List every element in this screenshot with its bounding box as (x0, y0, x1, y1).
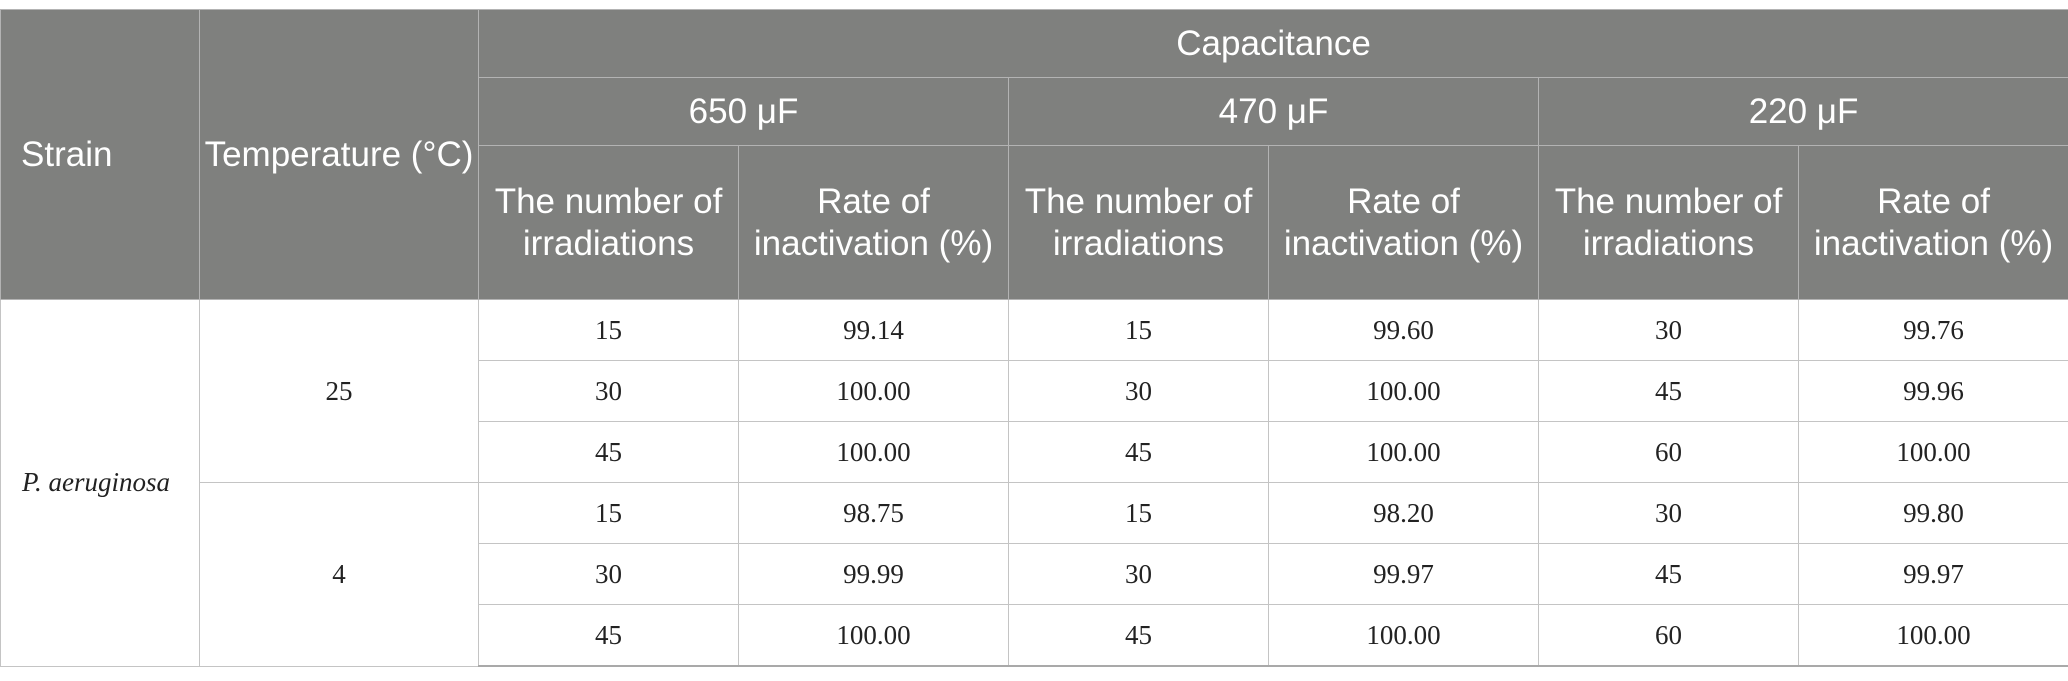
table-cell: 30 (1538, 482, 1799, 544)
irradiations-header: The number of irradiations (478, 145, 739, 300)
inactivation-header: Rate of inactivation (%) (1268, 145, 1539, 300)
table-cell: 99.14 (738, 299, 1009, 361)
table-cell: 15 (478, 299, 739, 361)
table-row: 45 100.00 45 100.00 60 100.00 (1, 604, 2068, 667)
temperature-cell: 4 (199, 482, 479, 667)
table-cell: 45 (1538, 360, 1799, 422)
inactivation-table: Strain Temperature (°C) Capacitance 650 … (0, 9, 2068, 667)
table-cell: 100.00 (738, 360, 1009, 422)
table-cell: 45 (478, 604, 739, 667)
table-cell: 100.00 (1268, 360, 1539, 422)
capacitance-650-header: 650 μF (478, 77, 1009, 146)
table-cell: 100.00 (1268, 604, 1539, 667)
strain-cell: P. aeruginosa (0, 299, 200, 667)
table-cell: 98.75 (738, 482, 1009, 544)
irradiations-header: The number of irradiations (1008, 145, 1269, 300)
table-cell: 15 (1008, 299, 1269, 361)
table-cell: 60 (1538, 421, 1799, 483)
table-cell: 30 (1008, 360, 1269, 422)
table-cell: 30 (478, 543, 739, 605)
capacitance-220-header: 220 μF (1537, 77, 2068, 146)
table-cell: 100.00 (1797, 421, 2068, 483)
table-cell: 45 (1008, 604, 1269, 667)
temperature-cell: 25 (199, 299, 479, 483)
table-cell: 99.97 (1797, 543, 2068, 605)
header-row-levels: 650 μF 470 μF 220 μF (1, 77, 2068, 146)
strain-header: Strain (0, 9, 200, 300)
table-cell: 60 (1538, 604, 1799, 667)
table-cell: 45 (1538, 543, 1799, 605)
temperature-header: Temperature (°C) (199, 9, 479, 300)
table-cell: 15 (1008, 482, 1269, 544)
table-cell: 100.00 (738, 421, 1009, 483)
table-cell: 99.97 (1268, 543, 1539, 605)
header-row-capacitance: Strain Temperature (°C) Capacitance (0, 9, 2068, 300)
inactivation-header: Rate of inactivation (%) (738, 145, 1009, 300)
table-cell: 45 (478, 421, 739, 483)
table-cell: 99.76 (1797, 299, 2068, 361)
table-row: 4 15 98.75 15 98.20 30 99.80 (1, 482, 2068, 667)
table-cell: 100.00 (1268, 421, 1539, 483)
table-cell: 30 (1538, 299, 1799, 361)
table-row: P. aeruginosa 25 15 99.14 15 99.60 30 99… (0, 299, 2068, 667)
data-table-container: Strain Temperature (°C) Capacitance 650 … (0, 9, 2068, 667)
table-cell: 98.20 (1268, 482, 1539, 544)
table-cell: 15 (478, 482, 739, 544)
header-row-columns: The number of irradiations Rate of inact… (1, 145, 2068, 300)
table-cell: 100.00 (1797, 604, 2068, 667)
table-cell: 100.00 (738, 604, 1009, 667)
capacitance-header: Capacitance (477, 9, 2068, 78)
table-cell: 99.99 (738, 543, 1009, 605)
table-cell: 45 (1008, 421, 1269, 483)
irradiations-header: The number of irradiations (1538, 145, 1799, 300)
table-cell: 99.60 (1268, 299, 1539, 361)
capacitance-470-header: 470 μF (1008, 77, 1539, 146)
table-cell: 30 (1008, 543, 1269, 605)
table-cell: 99.80 (1797, 482, 2068, 544)
table-cell: 99.96 (1797, 360, 2068, 422)
inactivation-header: Rate of inactivation (%) (1797, 145, 2068, 300)
table-cell: 30 (478, 360, 739, 422)
table-row: 30 99.99 30 99.97 45 99.97 (1, 543, 2068, 605)
